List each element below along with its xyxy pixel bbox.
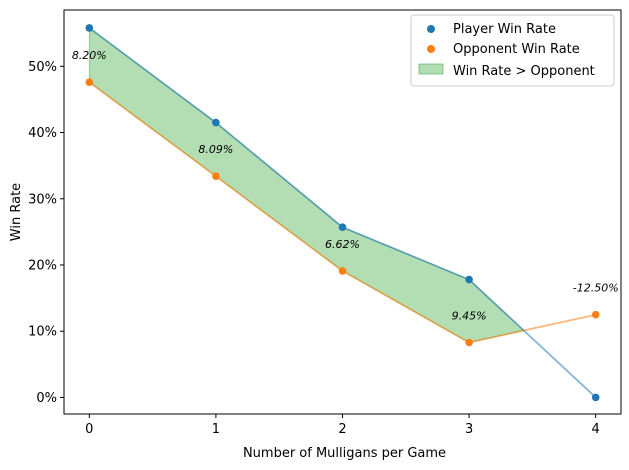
y-tick-label: 50% [28,60,57,75]
opponent-point [465,338,473,347]
x-tick-label: 2 [338,422,346,437]
player-point [338,223,347,231]
x-axis-label: Number of Mulligans per Game [243,446,446,461]
x-tick-label: 1 [212,422,220,437]
y-tick-label: 0% [36,391,57,406]
x-tick-label: 0 [85,422,93,437]
player-point [591,393,600,402]
player-point [85,24,94,32]
point-layer [85,24,600,402]
difference-label: 6.62% [325,238,360,251]
y-tick-label: 40% [28,126,57,141]
difference-label: 8.20% [72,49,107,62]
difference-label: 8.09% [198,143,233,156]
legend-box [410,14,615,87]
player-point [212,118,220,127]
y-tick-label: 20% [28,258,57,273]
legend-label-player: Player Win Rate [453,22,556,37]
difference-label: 9.45% [452,310,487,323]
opponent-point [338,267,347,275]
opponent-point [591,310,600,319]
difference-label: -12.50% [573,282,619,295]
opponent-point [85,78,94,86]
y-tick-label: 10% [28,325,57,340]
x-tick-label: 3 [465,422,473,437]
x-tick-label: 4 [592,422,600,437]
legend-marker-player [427,25,435,33]
legend-label-opponent: Opponent Win Rate [453,42,580,57]
tick-layer: 0 1 2 3 40%10%20%30%40%50% [28,60,600,437]
y-axis-label: Win Rate [9,183,24,241]
opponent-point [212,172,220,180]
y-tick-label: 30% [28,192,57,207]
annotation-layer: 8.20% 8.09% 6.62% 9.45% -12.50% [72,49,619,322]
legend: Player Win Rate Opponent Win Rate Win Ra… [410,14,615,87]
legend-marker-opponent [427,45,435,53]
legend-label-fill: Win Rate > Opponent [453,64,595,79]
legend-swatch-fill [418,63,444,75]
player-point [465,275,473,284]
